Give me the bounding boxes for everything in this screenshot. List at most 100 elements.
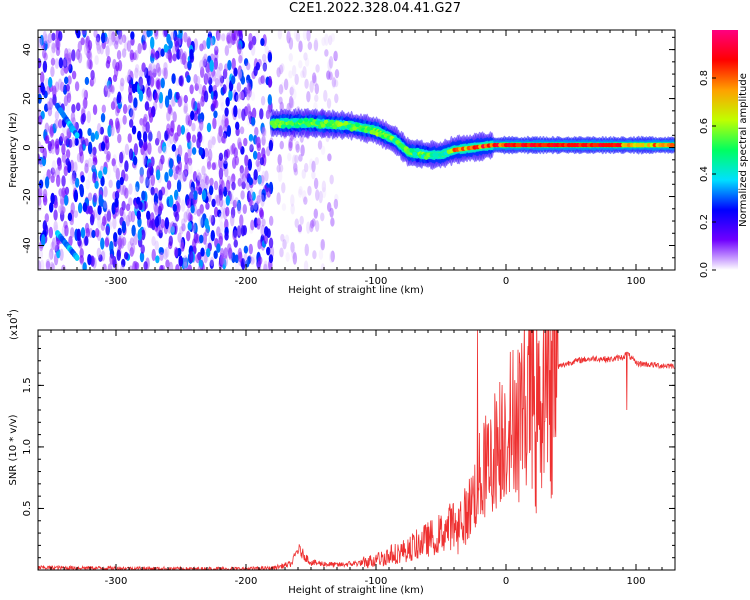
snr-multiplier-exponent: 4 [6,312,14,317]
trace-core-cell [423,155,429,160]
noise-cell [208,185,214,196]
trace-core-cell [346,124,352,129]
noise-cell [137,42,142,55]
noise-cell [214,45,219,56]
noise-cell [170,263,175,270]
noise-cell [302,190,307,203]
noise-cell [313,39,319,52]
noise-cell [149,220,154,229]
noise-cell [259,108,264,120]
noise-cell [98,194,103,207]
noise-cell [199,234,204,244]
noise-cell [277,30,283,40]
noise-cell [218,125,223,137]
noise-cell [66,54,72,64]
noise-cell [249,188,254,200]
noise-cell [228,251,233,261]
noise-cell [50,48,55,59]
noise-cell [282,239,287,250]
noise-cell [52,85,57,98]
noise-cell [98,170,103,179]
noise-cell [250,91,256,102]
noise-cell [238,55,243,64]
noise-cell [177,247,182,257]
noise-cell [268,139,274,152]
noise-cell [292,88,297,100]
noise-cell [326,70,331,80]
noise-cell [313,208,318,219]
noise-cell [306,221,311,234]
noise-cell [71,103,76,114]
trace-core-cell [352,126,358,131]
noise-cell [235,94,241,102]
trace-core-cell [669,142,675,148]
noise-cell [288,53,293,62]
noise-cell [239,126,245,135]
x-tick-label: 100 [626,576,645,587]
noise-cell [180,199,186,212]
noise-cell [180,125,186,135]
trace-core-cell [283,117,289,123]
y-tick-label: 40 [22,43,33,56]
noise-cell [206,61,211,74]
noise-cell [260,194,265,207]
trace-core-cell [300,123,306,129]
noise-cell [294,154,299,164]
colorbar-ticks: 0.0 0.2 0.4 0.6 0.8 [699,70,716,278]
trace-core-cell [315,120,320,125]
noise-cell [170,31,175,40]
noise-cell [74,81,80,92]
noise-cell [253,202,259,212]
noise-cell [106,167,111,180]
noise-cell [77,40,83,53]
noise-cell [324,33,329,46]
noise-cell [163,43,169,53]
noise-cell [150,174,156,187]
noise-cell [261,126,266,137]
noise-cell [44,176,50,189]
noise-cell [189,48,194,60]
noise-cell [241,173,247,184]
noise-cell [116,30,121,36]
noise-cell [197,172,202,181]
noise-cell [188,162,193,175]
noise-cell [178,255,183,267]
noise-cell [48,226,54,239]
noise-cell [108,83,113,93]
noise-cell [134,186,139,197]
noise-cell [313,37,319,51]
noise-cell [225,148,230,159]
noise-cell [50,192,55,205]
noise-cell [42,60,48,73]
noise-cell [200,95,205,107]
noise-cell [259,157,265,166]
noise-cell [81,112,87,123]
noise-cell [193,222,198,235]
noise-cell [85,35,91,48]
noise-cell [183,101,189,114]
noise-cell [139,118,144,126]
noise-cell [206,72,211,81]
noise-cell [51,160,57,173]
noise-cell [94,227,100,238]
noise-cell [116,50,122,60]
noise-cell [298,60,303,69]
noise-cell [143,138,148,152]
noise-cell [86,110,91,124]
noise-cell [47,76,53,88]
noise-cell [175,263,180,270]
noise-cell [218,235,223,247]
noise-cell [236,202,242,215]
noise-cell [168,235,173,247]
noise-cell [42,220,48,232]
noise-cell [107,263,113,270]
spectrogram-frame [37,29,676,271]
noise-cell [108,30,113,40]
noise-cell [57,118,63,129]
noise-cell [85,179,90,190]
noise-cell [38,153,41,165]
noise-cell [212,96,217,109]
noise-cell [318,249,324,260]
noise-cell [242,203,247,215]
noise-cell [128,148,134,161]
